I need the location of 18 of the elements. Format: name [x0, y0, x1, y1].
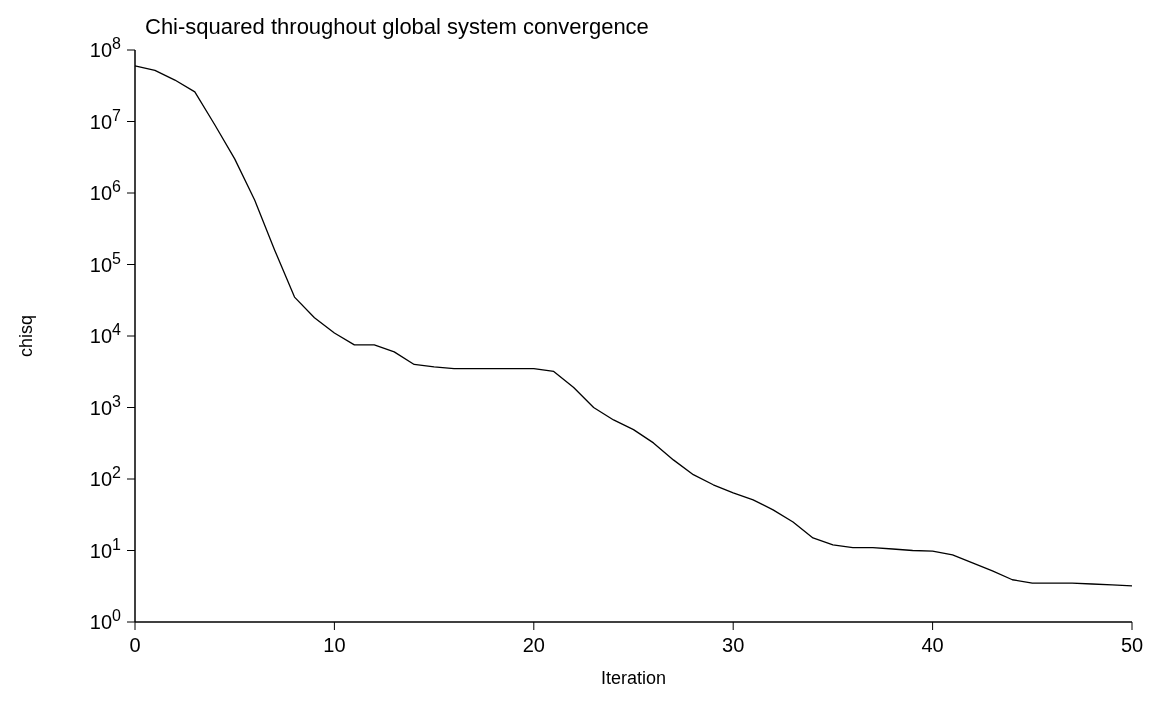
x-tick-label: 10 — [323, 634, 346, 656]
x-axis-title: Iteration — [600, 668, 667, 688]
y-axis-title: chisq — [16, 314, 36, 358]
chart-title: Chi-squared throughout global system convergence — [145, 14, 649, 39]
y-tick-label: 10$^{8}$ — [89, 34, 122, 61]
y-tick-label: 10$^{5}$ — [89, 249, 122, 276]
x-tick-label: 0 — [129, 634, 141, 656]
y-tick-label: 10$^{6}$ — [89, 177, 122, 204]
x-tick-label: 20 — [522, 634, 545, 656]
x-tick-label: 50 — [1120, 634, 1144, 656]
y-tick-label: 10$^{1}$ — [89, 535, 122, 562]
y-tick-label: 10$^{7}$ — [89, 106, 122, 133]
y-tick-label: 10$^{4}$ — [89, 320, 122, 347]
x-tick-label: 30 — [722, 634, 745, 656]
x-tick-label: 40 — [921, 634, 944, 656]
y-tick-label: 10$^{3}$ — [89, 392, 122, 419]
y-tick-label: 10$^{0}$ — [89, 606, 122, 633]
y-tick-label: 10$^{2}$ — [89, 463, 122, 490]
